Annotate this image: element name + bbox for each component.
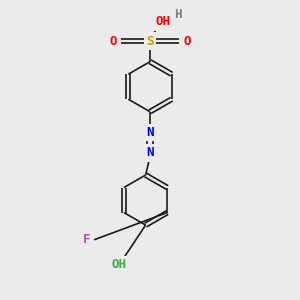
Text: OH: OH [112,258,127,271]
Text: N: N [146,146,154,159]
Text: H: H [174,8,182,21]
Text: O: O [110,34,117,48]
Text: O: O [183,34,190,48]
Text: F: F [83,233,90,246]
Text: OH: OH [156,15,171,28]
Text: S: S [146,34,154,48]
Text: N: N [146,126,154,139]
